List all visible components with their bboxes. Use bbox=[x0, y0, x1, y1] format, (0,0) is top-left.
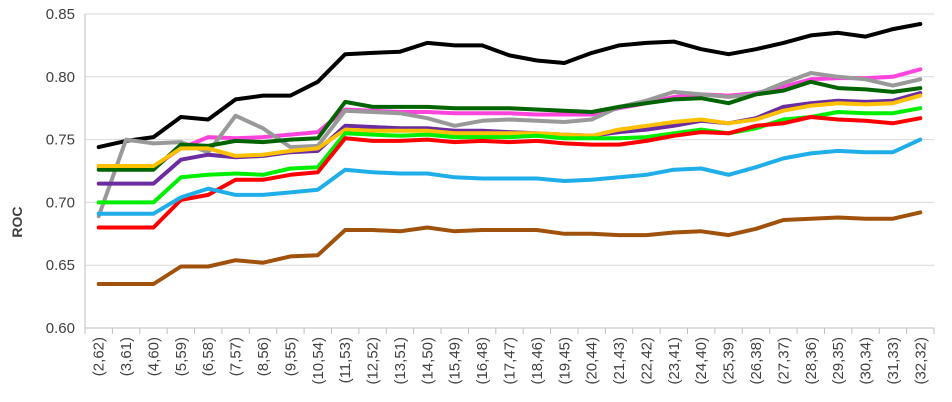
x-tick-label: (25,39) bbox=[721, 337, 738, 385]
series-lines bbox=[96, 22, 923, 286]
series-line-2 bbox=[96, 67, 923, 170]
x-tick-label: (9,55) bbox=[282, 337, 299, 376]
axes bbox=[84, 14, 935, 334]
x-tick-label: (30,34) bbox=[858, 337, 875, 385]
series-line-7 bbox=[96, 106, 923, 205]
y-tick-label: 0.80 bbox=[46, 69, 75, 86]
x-tick-label: (10,54) bbox=[310, 337, 327, 385]
y-tick-label: 0.75 bbox=[46, 132, 75, 149]
series-line-6 bbox=[96, 93, 923, 168]
x-tick-label: (14,50) bbox=[419, 337, 436, 385]
x-tick-label: (15,49) bbox=[447, 337, 464, 385]
y-axis-title: ROC bbox=[9, 206, 25, 237]
x-tick-label: (32,32) bbox=[912, 337, 929, 385]
x-tick-label: (3,61) bbox=[118, 337, 135, 376]
x-tick-label: (7,57) bbox=[228, 337, 245, 376]
x-tick-label: (11,53) bbox=[337, 337, 354, 383]
x-tick-label: (5,59) bbox=[173, 337, 190, 376]
x-tick-label: (16,48) bbox=[474, 337, 491, 385]
x-tick-label: (6,58) bbox=[200, 337, 217, 376]
x-tick-label: (19,45) bbox=[556, 337, 573, 385]
x-tick-label: (21,43) bbox=[611, 337, 628, 385]
x-tick-label: (22,42) bbox=[638, 337, 655, 385]
x-tick-label: (24,40) bbox=[693, 337, 710, 385]
x-tick-label: (20,44) bbox=[584, 337, 601, 385]
series-line-8 bbox=[96, 115, 923, 230]
x-tick-label: (13,51) bbox=[392, 337, 409, 385]
x-tick-label: (18,46) bbox=[529, 337, 546, 385]
x-tick-label: (27,37) bbox=[775, 337, 792, 385]
x-tick-label: (26,38) bbox=[748, 337, 765, 385]
x-tick-label: (31,33) bbox=[885, 337, 902, 385]
x-tick-label: (2,62) bbox=[91, 337, 108, 376]
x-tick-label: (12,52) bbox=[365, 337, 382, 385]
y-tick-label: 0.85 bbox=[46, 6, 75, 23]
x-tick-label: (29,35) bbox=[830, 337, 847, 385]
x-tick-label: (8,56) bbox=[255, 337, 272, 376]
series-line-3 bbox=[96, 71, 923, 219]
x-tick-label: (4,60) bbox=[145, 337, 162, 376]
y-tick-label: 0.65 bbox=[46, 257, 75, 274]
y-tick-labels: 0.60 0.65 0.70 0.75 0.80 0.85 bbox=[46, 6, 75, 337]
x-tick-label: (17,47) bbox=[502, 337, 519, 385]
y-tick-label: 0.60 bbox=[46, 320, 75, 337]
y-tick-label: 0.70 bbox=[46, 194, 75, 211]
x-tick-label: (23,41) bbox=[666, 337, 683, 385]
series-line-10 bbox=[96, 210, 923, 286]
x-tick-label: (28,36) bbox=[803, 337, 820, 385]
series-line-9 bbox=[96, 137, 923, 216]
series-line-4 bbox=[96, 79, 923, 172]
gridlines bbox=[85, 13, 934, 266]
series-line-1 bbox=[96, 22, 923, 150]
x-tick-labels: (2,62) (3,61) (4,60) (5,59) (6,58) (7,57) (8,5… bbox=[91, 337, 930, 385]
